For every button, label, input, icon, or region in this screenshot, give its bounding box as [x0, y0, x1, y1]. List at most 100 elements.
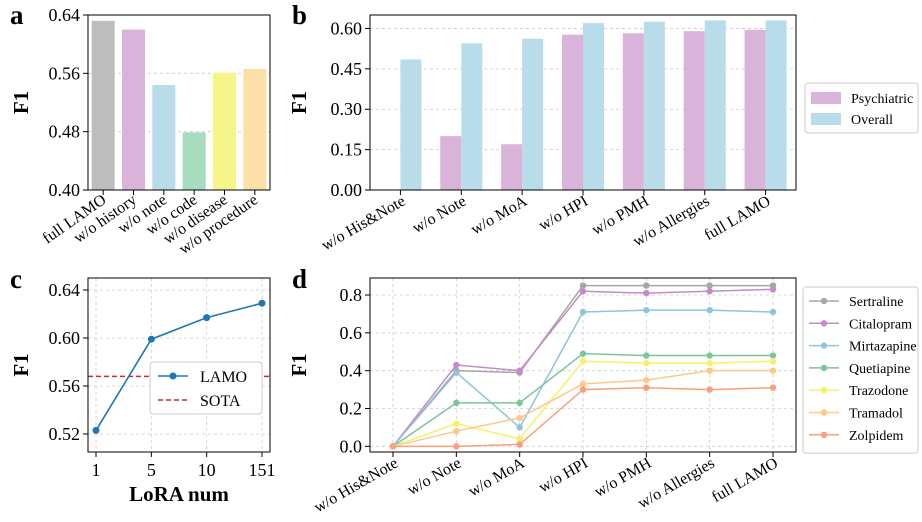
a-bar: [91, 20, 115, 191]
panel-letter-b: b: [292, 0, 307, 30]
d-point-citalopram: [769, 286, 777, 293]
panel-letter-c: c: [10, 264, 22, 294]
b-bar-overall: [643, 21, 665, 190]
d-ytick-label: 0.0: [340, 436, 363, 456]
d-point-zolpidem: [769, 384, 777, 391]
c-ytick-label: 0.52: [49, 424, 81, 444]
d-legend-marker-sertraline: [820, 297, 828, 305]
b-bar-overall: [461, 43, 483, 191]
b-ytick-label: 0.30: [331, 99, 363, 119]
d-xtick-label: w/o His&Note: [311, 455, 401, 517]
c-xtick-label: 1: [92, 460, 101, 480]
b-ytick-label: 0.00: [331, 180, 363, 200]
d-ytick-label: 0.8: [340, 285, 363, 305]
c-xtick-label: 10: [198, 460, 216, 480]
b-bar-psychiatric: [622, 33, 644, 190]
d-legend-marker-mirtazapine: [820, 342, 828, 349]
panel-letter-a: a: [10, 0, 24, 30]
b-xtick-label: w/o MoA: [468, 193, 530, 239]
b-legend-swatch: [811, 92, 841, 104]
d-ylabel: F1: [287, 353, 311, 376]
d-legend-label-tramadol: Tramadol: [849, 407, 903, 422]
b-bar-psychiatric: [501, 144, 523, 190]
d-legend-label-citalopram: Citalopram: [849, 317, 912, 332]
b-bar-psychiatric: [683, 31, 705, 191]
c-xtick-label: 5: [147, 460, 156, 480]
c-xlabel: LoRA num: [129, 482, 229, 506]
c-point-lamo: [258, 299, 266, 307]
b-bar-psychiatric: [744, 29, 766, 190]
c-ytick-label: 0.60: [49, 328, 81, 348]
d-point-trazodone: [706, 359, 713, 367]
d-point-citalopram: [706, 288, 713, 295]
d-ytick-label: 0.2: [340, 399, 363, 419]
d-frame: [369, 277, 797, 453]
d-legend-label-mirtazapine: Mirtazapine: [849, 340, 917, 355]
d-point-tramadol: [769, 367, 777, 374]
panel-d-chart: 0.0 0.2 0.4 0.6 0.8 w/o His&Note w/o Note w/o M…: [287, 277, 919, 517]
panel-b-chart: 0.00 0.15 0.30 0.45 0.60 w/o His&Note w/o Note…: [287, 14, 919, 254]
c-point-lamo: [147, 335, 155, 343]
b-ylabel: F1: [287, 91, 311, 114]
c-legend-box: [149, 361, 263, 415]
a-ylabel: F1: [9, 91, 33, 114]
d-point-sertraline: [579, 282, 587, 289]
c-legend-marker-lamo: [169, 372, 177, 380]
panel-c-chart: 0.52 0.56 0.60 0.64 1 5 10 151 F1 LoRA num LAMO SOT…: [9, 277, 276, 506]
d-xtick-label: full LAMO: [709, 455, 781, 506]
d-xtick-label: w/o HPI: [536, 455, 591, 497]
d-point-tramadol: [516, 414, 523, 422]
c-ytick-label: 0.56: [49, 376, 81, 396]
b-bar-overall: [583, 23, 604, 191]
d-point-sertraline: [706, 282, 713, 289]
b-xtick-label: w/o HPI: [536, 193, 591, 235]
d-point-mirtazapine: [453, 369, 460, 376]
a-bar: [243, 68, 267, 190]
d-point-tramadol: [706, 367, 713, 374]
d-legend-box: [802, 286, 919, 454]
d-point-trazodone: [453, 420, 460, 427]
d-point-zolpidem: [643, 384, 650, 391]
a-bar: [122, 29, 145, 191]
d-point-mirtazapine: [579, 308, 587, 316]
d-legend-marker-quetiapine: [820, 364, 828, 372]
d-point-quetiapine: [516, 399, 523, 407]
a-bar: [152, 85, 176, 190]
d-legend-marker-citalopram: [820, 320, 828, 327]
b-legend-label: Psychiatric: [851, 92, 913, 107]
b-bar-overall: [400, 59, 422, 190]
d-point-zolpidem: [579, 386, 587, 393]
b-legend-label: Overall: [851, 113, 893, 128]
d-point-zolpidem: [706, 386, 713, 393]
d-point-citalopram: [516, 367, 523, 374]
b-frame: [369, 14, 797, 191]
d-legend-label-sertraline: Sertraline: [849, 295, 903, 310]
d-point-trazodone: [579, 358, 587, 365]
b-bar-overall: [704, 20, 726, 191]
d-ytick-label: 0.6: [340, 323, 363, 343]
c-legend-label-sota: SOTA: [200, 393, 241, 410]
b-bar-psychiatric: [440, 136, 462, 190]
b-bar-psychiatric: [562, 34, 583, 191]
b-xtick-label: w/o Note: [410, 193, 470, 237]
d-point-zolpidem: [516, 441, 523, 448]
d-point-mirtazapine: [706, 306, 713, 314]
d-point-sertraline: [643, 282, 650, 289]
d-legend-label-trazodone: Trazodone: [849, 384, 908, 399]
c-ylabel: F1: [9, 353, 33, 376]
d-legend-marker-trazodone: [820, 387, 828, 394]
a-bar: [213, 72, 236, 190]
d-point-mirtazapine: [643, 306, 650, 314]
d-legend-marker-tramadol: [820, 409, 828, 416]
c-point-lamo: [92, 426, 100, 434]
d-point-quetiapine: [769, 352, 777, 359]
c-xtick-label: 151: [249, 460, 276, 480]
d-point-tramadol: [579, 380, 587, 388]
d-point-trazodone: [516, 435, 523, 442]
d-legend-label-quetiapine: Quetiapine: [849, 362, 910, 377]
d-legend-label-zolpidem: Zolpidem: [849, 429, 904, 444]
b-xtick-label: full LAMO: [702, 193, 774, 244]
d-point-mirtazapine: [769, 308, 777, 316]
